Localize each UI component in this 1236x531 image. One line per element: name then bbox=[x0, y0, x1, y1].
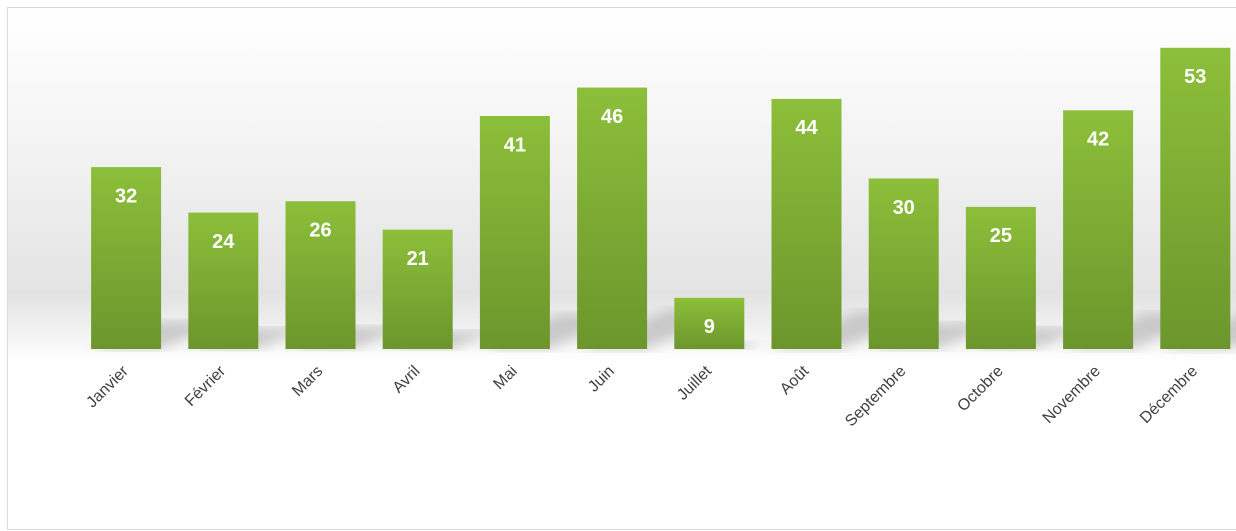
value-label: 9 bbox=[704, 316, 715, 338]
bar bbox=[868, 178, 939, 349]
bar bbox=[382, 229, 453, 349]
value-label: 41 bbox=[504, 134, 526, 156]
bar bbox=[188, 212, 259, 349]
bar bbox=[771, 98, 842, 349]
value-label: 46 bbox=[601, 106, 623, 128]
bar bbox=[1063, 110, 1134, 349]
value-label: 32 bbox=[115, 185, 137, 207]
bar bbox=[1160, 47, 1231, 350]
value-label: 24 bbox=[212, 231, 235, 253]
bar bbox=[479, 115, 550, 349]
value-label: 30 bbox=[893, 197, 915, 219]
bar bbox=[577, 87, 648, 350]
bar bbox=[91, 167, 162, 349]
value-label: 44 bbox=[795, 117, 818, 139]
value-label: 26 bbox=[309, 220, 331, 242]
value-label: 21 bbox=[407, 248, 429, 270]
bar bbox=[674, 297, 745, 349]
bar bbox=[285, 201, 356, 349]
value-label: 25 bbox=[990, 225, 1012, 247]
value-label: 42 bbox=[1087, 129, 1109, 151]
value-label: 53 bbox=[1184, 66, 1206, 88]
bar bbox=[965, 206, 1036, 349]
